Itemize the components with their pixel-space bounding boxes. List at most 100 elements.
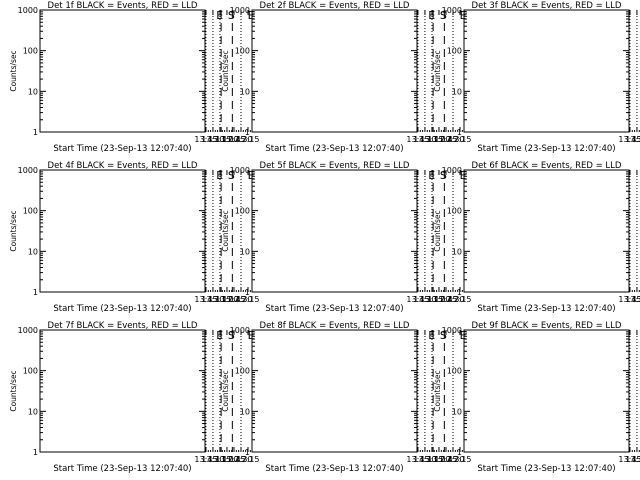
marker-e-0: E	[460, 9, 467, 22]
y-tick-label: 1000	[442, 6, 462, 15]
x-tick-label: 13:00	[215, 135, 238, 144]
marker-e-2: E	[216, 9, 223, 22]
y-tick-label: 100	[447, 47, 462, 56]
y-tick-label: 100	[235, 207, 250, 216]
x-tick-label: 13:00	[215, 295, 238, 304]
y-tick-label: 1000	[230, 6, 250, 15]
x-tick-label: 12:45	[222, 455, 245, 464]
y-tick-label: 100	[447, 367, 462, 376]
y-axis-label: Counts/sec	[9, 50, 18, 91]
x-tick-label: 13:30	[413, 295, 436, 304]
x-tick-label: 12:30	[229, 295, 252, 304]
panel-title: Det 8f BLACK = Events, RED = LLD	[260, 321, 410, 331]
plot-frame	[251, 329, 418, 453]
x-tick-label: 13:45	[406, 135, 429, 144]
y-tick-label: 1	[457, 128, 462, 137]
plot-frame	[251, 169, 418, 293]
x-axis-label: Start Time (23-Sep-13 12:07:40)	[53, 304, 191, 314]
y-tick-label: 10	[240, 247, 250, 256]
marker-s-1: S	[440, 169, 447, 182]
marker-s-1: S	[228, 169, 235, 182]
y-tick-label: 100	[23, 367, 38, 376]
x-axis-label: Start Time (23-Sep-13 12:07:40)	[477, 304, 615, 314]
y-tick-label: 10	[452, 87, 462, 96]
x-tick-label: 12:15	[448, 135, 471, 144]
plot-frame	[39, 9, 206, 133]
y-axis-label: Counts/sec	[221, 50, 230, 91]
plot-frame	[39, 329, 206, 453]
x-tick-label: 12:30	[441, 295, 464, 304]
y-tick-label: 100	[235, 367, 250, 376]
y-tick-label: 10	[452, 247, 462, 256]
x-axis-label: Start Time (23-Sep-13 12:07:40)	[265, 304, 403, 314]
y-axis-label: Counts/sec	[221, 210, 230, 251]
y-tick-label: 10	[240, 87, 250, 96]
y-axis-label: Counts/sec	[221, 370, 230, 411]
x-tick-label: 12:15	[236, 135, 259, 144]
y-axis-label: Counts/sec	[433, 210, 442, 251]
panel-5: 110100100012:1512:3012:4513:0013:1513:30…	[221, 161, 472, 314]
x-tick-label: 13:30	[201, 295, 224, 304]
marker-e-0: E	[460, 329, 467, 342]
panel-1: 1 10 100 1000 12:1512:3012:4513:0013:1513:30…	[9, 1, 260, 154]
x-axis-label: Start Time (23-Sep-13 12:07:40)	[477, 144, 615, 154]
y-tick-label: 10	[28, 247, 38, 256]
marker-e-0: E	[248, 169, 255, 182]
x-axis-label: Start Time (23-Sep-13 12:07:40)	[53, 144, 191, 154]
x-tick-label: 13:15	[420, 135, 443, 144]
x-axis-label: Start Time (23-Sep-13 12:07:40)	[477, 464, 615, 474]
panel-title: Det 4f BLACK = Events, RED = LLD	[48, 161, 198, 171]
panel-title: Det 6f BLACK = Events, RED = LLD	[472, 161, 622, 171]
x-tick-label: 12:15	[236, 455, 259, 464]
panel-4: 1 10 100 1000 12:1512:3012:4513:0013:1513:30…	[9, 161, 260, 314]
y-tick-label: 1000	[442, 166, 462, 175]
marker-s-1: S	[228, 329, 235, 342]
y-tick-label: 1000	[230, 166, 250, 175]
x-tick-label: 13:45	[406, 295, 429, 304]
y-tick-label: 10	[28, 407, 38, 416]
panel-8: 110100100012:1512:3012:4513:0013:1513:30…	[221, 321, 472, 474]
panel-title: Det 1f BLACK = Events, RED = LLD	[48, 1, 198, 11]
y-tick-label: 100	[23, 207, 38, 216]
marker-s-1: S	[440, 9, 447, 22]
x-tick-label: 13:15	[420, 455, 443, 464]
x-tick-label: 13:30	[625, 295, 640, 304]
x-tick-label: 13:00	[427, 455, 450, 464]
x-tick-label: 12:30	[229, 455, 252, 464]
y-axis-label: Counts/sec	[9, 370, 18, 411]
y-tick-label: 100	[235, 47, 250, 56]
y-axis-label: Counts/sec	[9, 210, 18, 251]
panel-2: 110100100012:1512:3012:4513:0013:1513:30…	[221, 1, 472, 154]
x-tick-label: 13:45	[406, 455, 429, 464]
y-axis-label: Counts/sec	[433, 50, 442, 91]
panel-6: 110100100012:1512:3012:4513:0013:1513:30…	[433, 161, 640, 314]
marker-e-2: E	[216, 329, 223, 342]
y-tick-label: 1	[245, 128, 250, 137]
x-tick-label: 12:15	[448, 295, 471, 304]
x-tick-label: 13:45	[618, 295, 640, 304]
x-tick-label: 12:30	[229, 135, 252, 144]
y-tick-label: 10	[28, 87, 38, 96]
x-tick-label: 13:45	[194, 295, 217, 304]
y-tick-label: 10	[240, 407, 250, 416]
y-tick-label: 1000	[442, 326, 462, 335]
x-tick-label: 13:15	[208, 135, 231, 144]
x-tick-label: 13:15	[420, 295, 443, 304]
panel-title: Det 2f BLACK = Events, RED = LLD	[260, 1, 410, 11]
y-tick-label: 1000	[18, 166, 38, 175]
y-tick-label: 10	[452, 407, 462, 416]
panel-title: Det 5f BLACK = Events, RED = LLD	[260, 161, 410, 171]
y-axis-label: Counts/sec	[433, 370, 442, 411]
x-tick-label: 13:45	[194, 455, 217, 464]
y-tick-label: 1	[245, 288, 250, 297]
x-tick-label: 13:45	[618, 455, 640, 464]
plot-frame	[251, 9, 418, 133]
y-tick-label: 1	[33, 288, 38, 297]
y-tick-label: 1	[457, 288, 462, 297]
y-tick-label: 100	[447, 207, 462, 216]
plot-frame	[39, 169, 206, 293]
marker-e-0: E	[248, 329, 255, 342]
marker-e-0: E	[460, 169, 467, 182]
y-tick-label: 1	[245, 448, 250, 457]
